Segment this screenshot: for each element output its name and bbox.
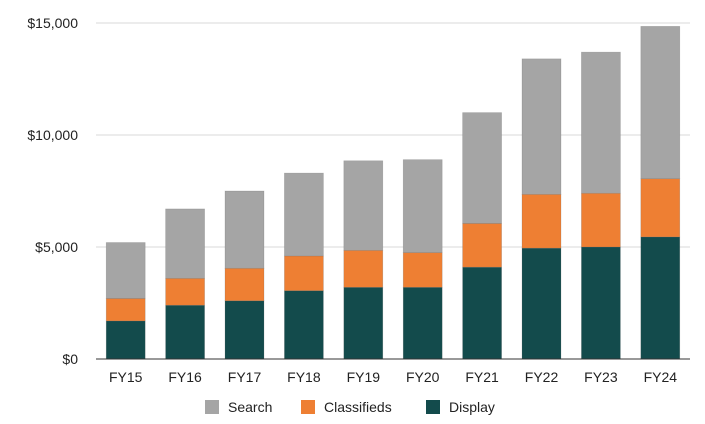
bar-search-fy18 — [284, 172, 324, 257]
bar-display-fy23 — [581, 246, 621, 360]
bar-search-fy24 — [640, 26, 681, 179]
bar-search-fy15 — [105, 242, 146, 299]
legend-label-classifieds: Classifieds — [324, 399, 392, 415]
x-tick-label: FY20 — [406, 369, 440, 385]
y-tick-label: $15,000 — [27, 15, 78, 31]
y-axis-tick-labels: $0 $5,000 $10,000 $15,000 — [27, 15, 78, 367]
legend-label-display: Display — [449, 399, 495, 415]
bar-classifieds-fy22 — [521, 194, 562, 249]
bar-classifieds-fy23 — [581, 192, 621, 248]
bar-display-fy20 — [402, 287, 443, 360]
bar-search-fy17 — [224, 190, 265, 269]
x-tick-label: FY19 — [347, 369, 381, 385]
bar-classifieds-fy20 — [402, 252, 443, 288]
x-tick-label: FY22 — [525, 369, 559, 385]
bar-display-fy24 — [640, 236, 681, 360]
bar-search-fy16 — [165, 208, 205, 279]
legend-swatch-search — [205, 400, 219, 414]
bar-display-fy16 — [165, 304, 205, 360]
bar-display-fy17 — [224, 300, 265, 360]
bars — [105, 26, 681, 360]
legend-label-search: Search — [228, 399, 272, 415]
x-tick-label: FY18 — [287, 369, 321, 385]
bar-search-fy20 — [402, 159, 443, 253]
y-tick-label: $5,000 — [35, 239, 78, 255]
legend: Search Classifieds Display — [205, 399, 495, 415]
bar-classifieds-fy15 — [105, 298, 146, 322]
bar-classifieds-fy24 — [640, 178, 681, 238]
x-tick-label: FY16 — [168, 369, 202, 385]
x-tick-label: FY24 — [644, 369, 678, 385]
bar-display-fy21 — [462, 266, 502, 360]
legend-swatch-classifieds — [301, 400, 315, 414]
bar-search-fy21 — [462, 112, 502, 224]
y-tick-label: $0 — [62, 351, 78, 367]
bar-classifieds-fy19 — [343, 250, 384, 288]
bar-display-fy18 — [284, 290, 324, 360]
x-tick-label: FY21 — [465, 369, 499, 385]
bar-search-fy19 — [343, 160, 384, 251]
bar-display-fy15 — [105, 320, 146, 360]
bar-classifieds-fy21 — [462, 223, 502, 268]
x-tick-label: FY17 — [228, 369, 262, 385]
bar-classifieds-fy18 — [284, 255, 324, 291]
legend-swatch-display — [426, 400, 440, 414]
bar-search-fy22 — [521, 58, 562, 195]
bar-display-fy22 — [521, 247, 562, 360]
bar-classifieds-fy17 — [224, 267, 265, 302]
y-tick-label: $10,000 — [27, 127, 78, 143]
bar-display-fy19 — [343, 287, 384, 360]
x-axis-tick-labels: FY15 FY16 FY17 FY18 FY19 FY20 FY21 FY22 FY23 FY24 — [109, 369, 677, 385]
bar-classifieds-fy16 — [165, 278, 205, 306]
x-tick-label: FY15 — [109, 369, 143, 385]
x-tick-label: FY23 — [584, 369, 618, 385]
bar-search-fy23 — [581, 51, 621, 194]
